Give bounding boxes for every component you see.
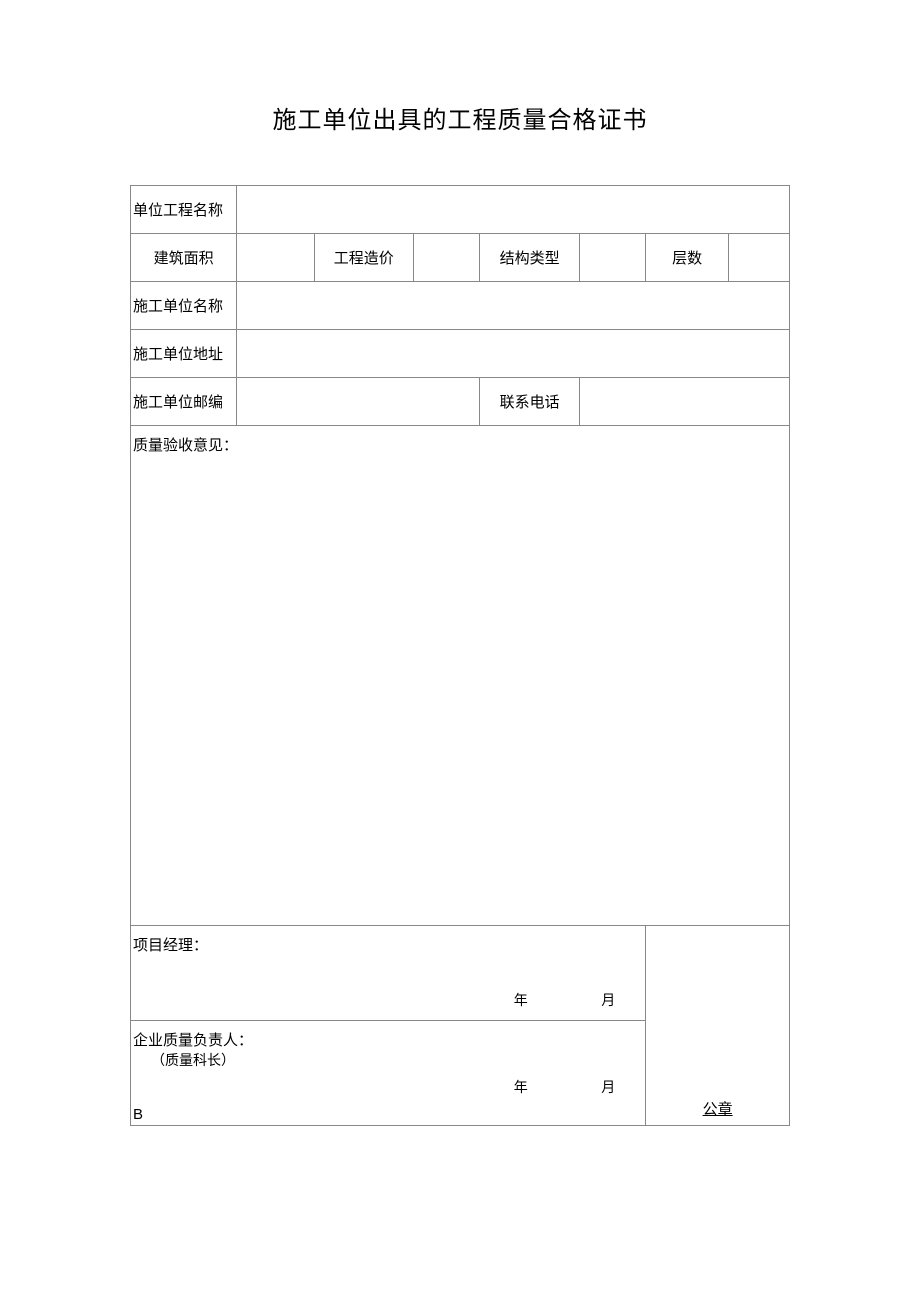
label-construction-unit-postcode: 施工单位邮编: [131, 378, 237, 426]
label-opinion: 质量验收意见：: [133, 438, 238, 454]
value-project-cost[interactable]: [414, 234, 480, 282]
value-construction-unit-name[interactable]: [237, 282, 790, 330]
value-structure-type[interactable]: [579, 234, 645, 282]
label-stamp: 公章: [703, 1102, 733, 1118]
value-construction-unit-postcode[interactable]: [237, 378, 480, 426]
project-manager-cell[interactable]: 项目经理： 年 月: [131, 926, 646, 1021]
pm-date-line: 年 月: [444, 990, 616, 1010]
label-structure-type: 结构类型: [480, 234, 580, 282]
label-construction-unit-address: 施工单位地址: [131, 330, 237, 378]
document-title: 施工单位出具的工程质量合格证书: [130, 100, 790, 135]
label-floors: 层数: [646, 234, 729, 282]
label-project-cost: 工程造价: [314, 234, 414, 282]
value-contact-phone[interactable]: [579, 378, 789, 426]
value-unit-project-name[interactable]: [237, 186, 790, 234]
label-project-manager: 项目经理：: [133, 938, 208, 954]
label-year-1: 年: [514, 990, 528, 1010]
b-mark: B: [133, 1106, 143, 1123]
stamp-cell: 公章: [646, 926, 790, 1126]
certificate-table: 单位工程名称 建筑面积 工程造价 结构类型 层数 施工单位名称 施工单位地址 施…: [130, 185, 790, 1126]
label-contact-phone: 联系电话: [480, 378, 580, 426]
label-quality-manager: 企业质量负责人：: [133, 1029, 641, 1050]
label-quality-section-chief: （质量科长）: [133, 1050, 641, 1070]
label-year-2: 年: [514, 1077, 528, 1097]
label-construction-unit-name: 施工单位名称: [131, 282, 237, 330]
value-construction-unit-address[interactable]: [237, 330, 790, 378]
opinion-cell[interactable]: 质量验收意见：: [131, 426, 790, 926]
label-building-area: 建筑面积: [131, 234, 237, 282]
label-month-1: 月: [601, 990, 615, 1010]
qm-date-line: 年 月: [444, 1077, 616, 1097]
value-floors[interactable]: [729, 234, 790, 282]
label-unit-project-name: 单位工程名称: [131, 186, 237, 234]
label-month-2: 月: [601, 1077, 615, 1097]
quality-manager-cell[interactable]: 企业质量负责人： （质量科长） 年 月 B: [131, 1021, 646, 1126]
value-building-area[interactable]: [237, 234, 314, 282]
